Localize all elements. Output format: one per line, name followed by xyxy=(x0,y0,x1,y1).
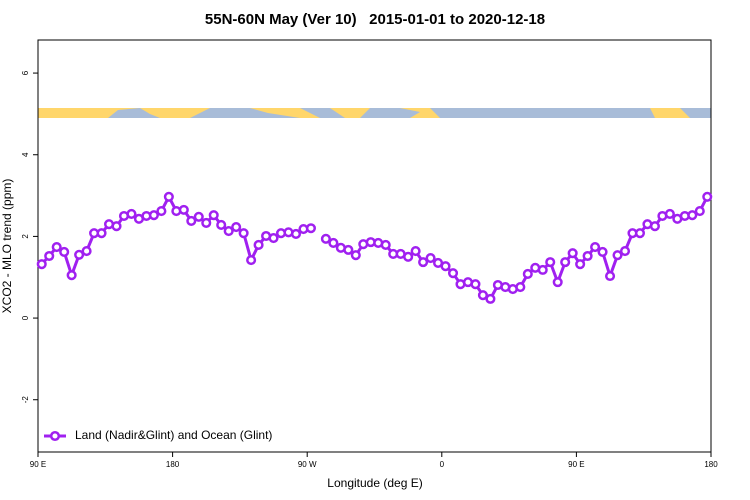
series-line xyxy=(40,193,709,301)
point xyxy=(268,232,279,244)
point xyxy=(44,250,55,262)
point xyxy=(575,259,586,270)
point xyxy=(223,226,234,237)
point xyxy=(418,257,429,268)
point xyxy=(440,261,451,272)
point xyxy=(702,191,713,202)
point xyxy=(634,228,646,239)
point xyxy=(612,250,623,261)
point xyxy=(590,241,601,253)
point xyxy=(380,239,391,251)
x-tick-label: 180 xyxy=(166,460,180,469)
x-tick-label: 90 E xyxy=(568,460,584,469)
point xyxy=(320,233,331,244)
point xyxy=(582,250,593,262)
point xyxy=(186,215,197,226)
point xyxy=(567,248,578,259)
point xyxy=(560,257,571,268)
legend-marker xyxy=(49,430,61,442)
chart-title: 55N-60N May (Ver 10) 2015-01-01 to 2020-… xyxy=(205,11,545,28)
point xyxy=(74,249,85,260)
legend-label: Land (Nadir&Glint) and Ocean (Glint) xyxy=(75,428,272,442)
point xyxy=(350,250,361,261)
point xyxy=(305,223,316,234)
point xyxy=(694,206,705,217)
x-tick-label: 0 xyxy=(440,460,445,469)
x-axis-label: Longitude (deg E) xyxy=(327,476,422,490)
point xyxy=(605,270,616,282)
point xyxy=(343,244,354,255)
point xyxy=(253,239,264,251)
point xyxy=(664,208,675,219)
point xyxy=(238,228,249,239)
point xyxy=(597,246,608,257)
y-tick-label: 6 xyxy=(21,70,30,75)
point xyxy=(59,246,70,257)
point xyxy=(552,277,563,288)
point xyxy=(485,293,496,304)
point xyxy=(410,246,421,257)
point xyxy=(522,268,533,280)
point xyxy=(66,270,77,281)
point xyxy=(51,241,62,253)
x-tick-label: 90 E xyxy=(30,460,46,469)
y-tick-label: 2 xyxy=(21,234,30,239)
point xyxy=(687,210,698,221)
point xyxy=(246,255,257,266)
y-axis-label: XCO2 - MLO trend (ppm) xyxy=(0,179,14,314)
x-tick-label: 180 xyxy=(704,460,718,469)
point xyxy=(447,268,459,279)
point xyxy=(163,191,174,202)
point xyxy=(425,252,436,264)
point xyxy=(537,264,548,275)
y-tick-label: 4 xyxy=(21,152,30,157)
point xyxy=(126,208,137,219)
point xyxy=(216,219,227,231)
point xyxy=(290,228,302,240)
x-tick-label: 90 W xyxy=(298,460,317,469)
point xyxy=(36,259,47,270)
point xyxy=(515,281,526,293)
point xyxy=(193,211,204,222)
point xyxy=(81,246,92,257)
land-ocean-strip xyxy=(38,108,711,118)
point xyxy=(178,204,189,215)
point xyxy=(545,257,556,268)
point xyxy=(231,221,242,233)
point xyxy=(328,237,339,248)
point xyxy=(201,217,212,228)
point xyxy=(649,221,660,232)
y-tick-label: -2 xyxy=(21,396,30,404)
point xyxy=(403,251,414,262)
point xyxy=(148,210,159,221)
point xyxy=(111,221,122,232)
point xyxy=(477,290,488,301)
point xyxy=(470,279,481,290)
point xyxy=(208,210,219,221)
point xyxy=(96,228,107,239)
plot-frame xyxy=(37,39,712,453)
point xyxy=(156,206,167,217)
point xyxy=(619,246,631,257)
y-tick-label: 0 xyxy=(21,315,30,320)
